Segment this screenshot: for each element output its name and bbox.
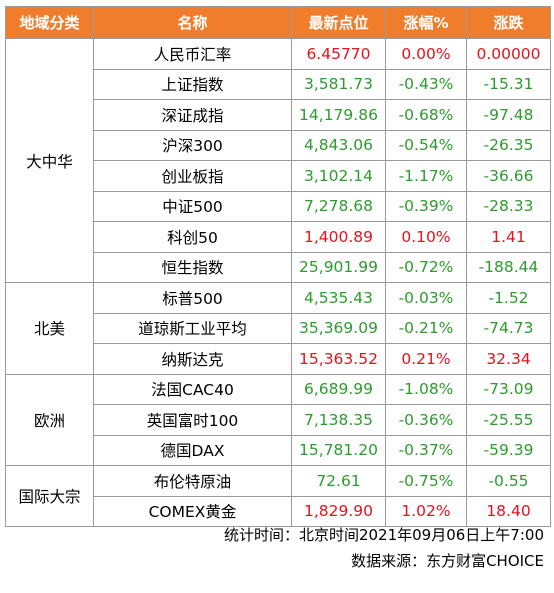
pct-change-cell: -1.08% — [385, 373, 467, 405]
table-row: 德国DAX 15,781.20 -0.37% -59.39 — [6, 434, 551, 466]
table-row: 北美 标普500 4,535.43 -0.03% -1.52 — [5, 282, 551, 375]
pct-change-cell: -0.21% — [385, 312, 467, 344]
latest-value-cell: 3,102.14 — [291, 160, 386, 192]
name-cell: 中证500 — [93, 190, 292, 222]
pct-change-cell: -0.36% — [385, 404, 467, 436]
latest-value-cell: 1,400.89 — [291, 221, 386, 253]
pct-change-cell: -1.17% — [385, 160, 467, 192]
name-cell: 德国DAX — [93, 434, 292, 466]
latest-value-cell: 25,901.99 — [291, 251, 386, 283]
pct-change-cell: -0.54% — [385, 129, 467, 161]
table-row: COMEX黄金 1,829.90 1.02% 18.40 — [6, 495, 551, 527]
data-source: 数据来源：东方财富CHOICE — [351, 552, 544, 570]
change-cell: -0.55 — [466, 465, 551, 497]
pct-change-cell: 0.21% — [385, 343, 467, 375]
table-body: 大中华 人民币汇率 6.45770 0.00% 0.00000 上证指数 3,581.73-… — [5, 38, 551, 527]
region-cell: 大中华 — [5, 38, 94, 283]
name-cell: 创业板指 — [93, 160, 292, 192]
name-cell: 恒生指数 — [93, 251, 292, 283]
change-cell: 0.00000 — [466, 38, 551, 70]
header-latest: 最新点位 — [291, 6, 386, 39]
name-cell: 科创50 — [93, 221, 292, 253]
latest-value-cell: 15,363.52 — [291, 343, 386, 375]
table-row: 沪深300 4,843.06 -0.54% -26.35 — [6, 129, 551, 161]
name-cell: 上证指数 — [93, 68, 292, 100]
table-row: 科创50 1,400.89 0.10% 1.41 — [6, 221, 551, 253]
pct-change-cell: -0.68% — [385, 99, 467, 131]
change-cell: -73.09 — [466, 373, 551, 405]
header-change: 涨跌 — [466, 6, 551, 39]
name-cell: 道琼斯工业平均 — [93, 312, 292, 344]
pct-change-cell: -0.43% — [385, 68, 467, 100]
latest-value-cell: 15,781.20 — [291, 434, 386, 466]
pct-change-cell: -0.75% — [385, 465, 467, 497]
name-cell: 布伦特原油 — [93, 465, 292, 497]
change-cell: -59.39 — [466, 434, 551, 466]
table-row: 恒生指数 25,901.99 -0.72% -188.44 — [6, 251, 551, 283]
table-row: 深证成指 14,179.86 -0.68% -97.48 — [6, 99, 551, 131]
region-cell: 欧洲 — [5, 373, 94, 466]
table-row: 国际大宗 布伦特原油 72.61 -0.75% -0.55 — [5, 465, 551, 527]
name-cell: 英国富时100 — [93, 404, 292, 436]
table-row: 上证指数 3,581.73 -0.43% -15.31 — [6, 68, 551, 100]
market-table: 地域分类 名称 最新点位 涨幅% 涨跌 大中华 人民币汇率 6.45770 0.00%… — [5, 6, 551, 527]
change-cell: -74.73 — [466, 312, 551, 344]
region-cell: 北美 — [5, 282, 94, 375]
latest-value-cell: 4,843.06 — [291, 129, 386, 161]
change-cell: 32.34 — [466, 343, 551, 375]
change-cell: -26.35 — [466, 129, 551, 161]
pct-change-cell: -0.39% — [385, 190, 467, 222]
change-cell: -1.52 — [466, 282, 551, 314]
name-cell: 纳斯达克 — [93, 343, 292, 375]
change-cell: 1.41 — [466, 221, 551, 253]
stat-time: 统计时间：北京时间2021年09月06日上午7:00 — [223, 526, 544, 544]
header-region: 地域分类 — [5, 6, 94, 39]
table-row: 道琼斯工业平均 35,369.09 -0.21% -74.73 — [6, 312, 551, 344]
pct-change-cell: -0.72% — [385, 251, 467, 283]
pct-change-cell: 1.02% — [385, 495, 467, 527]
pct-change-cell: -0.03% — [385, 282, 467, 314]
change-cell: -28.33 — [466, 190, 551, 222]
header-row: 地域分类 名称 最新点位 涨幅% 涨跌 — [5, 6, 551, 39]
pct-change-cell: -0.37% — [385, 434, 467, 466]
latest-value-cell: 72.61 — [291, 465, 386, 497]
name-cell: 标普500 — [93, 282, 292, 314]
name-cell: COMEX黄金 — [93, 495, 292, 527]
latest-value-cell: 7,278.68 — [291, 190, 386, 222]
pct-change-cell: 0.10% — [385, 221, 467, 253]
table-row: 欧洲 法国CAC40 6,689.99 -1.08% -73.09 — [5, 373, 551, 466]
table-row: 大中华 人民币汇率 6.45770 0.00% 0.00000 — [5, 38, 551, 283]
latest-value-cell: 6,689.99 — [291, 373, 386, 405]
change-cell: -188.44 — [466, 251, 551, 283]
latest-value-cell: 6.45770 — [291, 38, 386, 70]
change-cell: -25.55 — [466, 404, 551, 436]
latest-value-cell: 4,535.43 — [291, 282, 386, 314]
header-pct: 涨幅% — [385, 6, 467, 39]
table-row: 创业板指 3,102.14 -1.17% -36.66 — [6, 160, 551, 192]
change-cell: -15.31 — [466, 68, 551, 100]
change-cell: -97.48 — [466, 99, 551, 131]
latest-value-cell: 1,829.90 — [291, 495, 386, 527]
region-cell: 国际大宗 — [5, 465, 94, 527]
pct-change-cell: 0.00% — [385, 38, 467, 70]
change-cell: 18.40 — [466, 495, 551, 527]
change-cell: -36.66 — [466, 160, 551, 192]
name-cell: 深证成指 — [93, 99, 292, 131]
latest-value-cell: 35,369.09 — [291, 312, 386, 344]
latest-value-cell: 14,179.86 — [291, 99, 386, 131]
name-cell: 人民币汇率 — [93, 38, 292, 70]
latest-value-cell: 3,581.73 — [291, 68, 386, 100]
header-name: 名称 — [93, 6, 292, 39]
latest-value-cell: 7,138.35 — [291, 404, 386, 436]
table-row: 中证500 7,278.68 -0.39% -28.33 — [6, 190, 551, 222]
name-cell: 沪深300 — [93, 129, 292, 161]
name-cell: 法国CAC40 — [93, 373, 292, 405]
